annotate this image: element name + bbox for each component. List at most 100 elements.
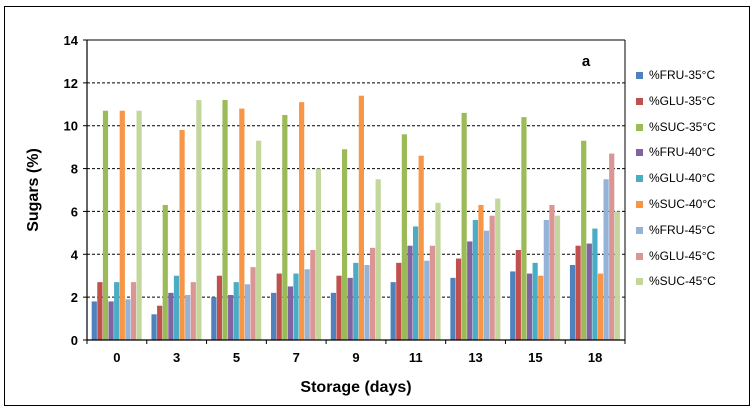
- bar--glu-40-c-day-13: [472, 220, 478, 340]
- bar--glu-35-c-day-3: [157, 305, 163, 340]
- legend-label: %FRU-45°C: [649, 222, 716, 237]
- panel-label: a: [582, 53, 591, 70]
- bar--fru-35-c-day-5: [211, 297, 217, 340]
- bar--glu-40-c-day-5: [233, 282, 239, 340]
- legend-swatch: [636, 278, 643, 286]
- bar--fru-45-c-day-13: [483, 230, 490, 340]
- y-tick-label: 6: [71, 204, 78, 219]
- bar--suc-40-c-day-13: [478, 205, 484, 340]
- bar--glu-45-c-day-3: [190, 282, 196, 340]
- legend: %FRU-35°C %GLU-35°C %SUC-35°C %FRU-40°C %GLU…: [636, 68, 754, 300]
- legend-swatch: [636, 149, 643, 157]
- y-tick-label: 14: [64, 33, 79, 48]
- bar--glu-40-c-day-0: [114, 282, 120, 340]
- bar--fru-35-c-day-18: [569, 265, 576, 340]
- bar--suc-40-c-day-3: [179, 130, 185, 340]
- y-tick-label: 2: [71, 290, 78, 305]
- x-tick-label: 5: [233, 350, 240, 365]
- x-tick-label: 13: [468, 350, 482, 365]
- legend-label: %GLU-40°C: [649, 171, 716, 186]
- bar--suc-40-c-day-0: [119, 110, 125, 340]
- legend-item: %FRU-40°C: [636, 145, 754, 171]
- bar--fru-45-c-day-18: [603, 179, 609, 340]
- legend-swatch: [636, 97, 643, 105]
- bar--suc-40-c-day-5: [239, 108, 245, 340]
- bar--glu-35-c-day-5: [216, 275, 223, 340]
- bar--suc-40-c-day-18: [597, 273, 604, 340]
- legend-label: %FRU-40°C: [649, 145, 716, 160]
- bar--suc-45-c-day-5: [256, 140, 262, 340]
- bar--glu-40-c-day-3: [173, 275, 180, 340]
- bar--suc-45-c-day-15: [554, 215, 561, 340]
- legend-label: %SUC-35°C: [649, 119, 716, 134]
- legend-swatch: [636, 200, 643, 208]
- bar--suc-40-c-day-15: [538, 275, 544, 340]
- bar--fru-35-c-day-11: [390, 282, 396, 340]
- legend-item: %GLU-45°C: [636, 249, 754, 275]
- bar--glu-40-c-day-11: [412, 226, 419, 340]
- bar--glu-35-c-day-7: [276, 273, 282, 340]
- bar--glu-35-c-day-11: [396, 262, 402, 340]
- bar--glu-45-c-day-5: [250, 267, 256, 340]
- bar--fru-35-c-day-3: [151, 314, 157, 340]
- x-tick-label: 11: [409, 350, 423, 365]
- bar--fru-35-c-day-7: [271, 292, 277, 340]
- bar--suc-45-c-day-0: [136, 110, 142, 340]
- bar--fru-40-c-day-5: [228, 295, 234, 340]
- x-tick-label: 15: [528, 350, 542, 365]
- legend-swatch: [636, 72, 643, 79]
- bar--suc-45-c-day-18: [614, 211, 620, 340]
- bar--glu-45-c-day-0: [130, 282, 137, 340]
- y-tick-label: 4: [71, 247, 79, 262]
- bar--fru-45-c-day-7: [304, 269, 310, 340]
- bar--fru-45-c-day-3: [185, 295, 191, 340]
- x-tick-label: 0: [113, 350, 120, 365]
- legend-label: %FRU-35°C: [649, 68, 716, 82]
- bar--glu-45-c-day-9: [370, 247, 376, 340]
- x-axis-title: Storage (days): [300, 379, 411, 396]
- bar--glu-35-c-day-0: [97, 282, 103, 340]
- bar--suc-45-c-day-9: [375, 179, 381, 340]
- bar--glu-45-c-day-11: [429, 245, 435, 340]
- bar--suc-40-c-day-11: [418, 155, 424, 340]
- bar--suc-40-c-day-7: [299, 102, 305, 341]
- bar--fru-45-c-day-15: [543, 220, 549, 340]
- bar--fru-35-c-day-15: [510, 271, 516, 340]
- bar--suc-45-c-day-13: [495, 198, 501, 340]
- y-tick-label: 8: [71, 162, 78, 177]
- bar--fru-40-c-day-13: [467, 241, 473, 340]
- bar--glu-35-c-day-15: [515, 250, 521, 340]
- bar--glu-45-c-day-13: [489, 215, 495, 340]
- bar--suc-40-c-day-9: [358, 95, 364, 340]
- legend-item: %SUC-35°C: [636, 120, 754, 146]
- legend-label: %SUC-40°C: [649, 196, 716, 211]
- bar--suc-35-c-day-18: [581, 140, 587, 340]
- bar--suc-45-c-day-11: [435, 202, 441, 340]
- bar--suc-35-c-day-5: [222, 100, 228, 340]
- legend-label: %GLU-35°C: [649, 93, 716, 108]
- bar--glu-35-c-day-13: [455, 258, 462, 340]
- bar--fru-40-c-day-0: [108, 301, 114, 340]
- bar--suc-35-c-day-9: [342, 149, 348, 340]
- bar--glu-35-c-day-18: [575, 245, 581, 340]
- bar--glu-45-c-day-15: [549, 205, 555, 340]
- bar--glu-40-c-day-7: [293, 273, 299, 340]
- bar--suc-35-c-day-3: [162, 205, 168, 340]
- bar--fru-40-c-day-9: [347, 277, 353, 340]
- bar--fru-35-c-day-9: [330, 292, 336, 340]
- bar--suc-35-c-day-0: [102, 110, 109, 340]
- x-tick-label: 3: [173, 350, 180, 365]
- legend-swatch: [636, 252, 643, 260]
- bar--fru-35-c-day-13: [450, 277, 456, 340]
- x-tick-label: 7: [293, 350, 300, 365]
- bar--glu-35-c-day-9: [336, 275, 342, 340]
- y-axis-title: Sugars (%): [25, 148, 42, 232]
- x-tick-label: 9: [352, 350, 359, 365]
- bar--fru-40-c-day-7: [287, 286, 294, 340]
- bar--glu-40-c-day-9: [353, 262, 359, 340]
- bar--fru-45-c-day-9: [364, 265, 370, 340]
- legend-item: %SUC-40°C: [636, 197, 754, 223]
- bar--glu-45-c-day-18: [609, 153, 615, 340]
- y-tick-label: 10: [64, 119, 78, 134]
